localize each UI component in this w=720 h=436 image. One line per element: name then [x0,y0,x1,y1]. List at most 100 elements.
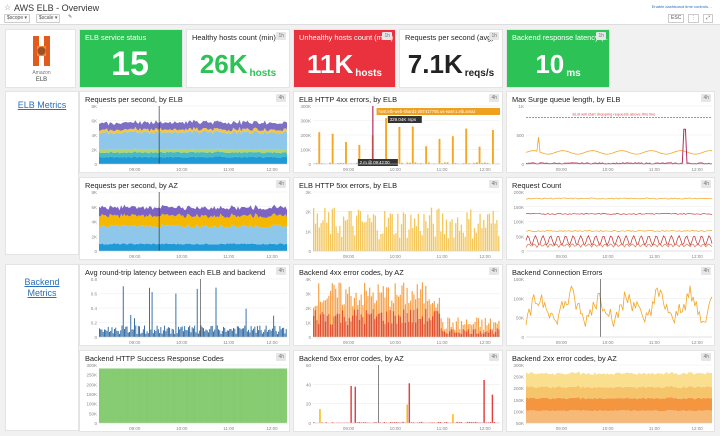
bar [345,321,347,337]
bar [261,333,263,337]
timeseries-widget[interactable]: ELB HTTP 4xx errors, by ELB 4h 400K 300K 200… [293,91,503,173]
time-controls-link[interactable]: Enable dashboard time controls… [651,4,712,9]
bar [175,293,177,337]
bar [220,368,221,423]
bar [367,214,369,251]
y-tick-label: 2K [305,210,311,215]
x-tick-label: 10:00 [176,167,188,172]
value-number: 10 [535,49,565,79]
bar [174,334,176,337]
bar [230,368,232,423]
bar [204,368,206,423]
bar [259,325,261,337]
timeseries-widget[interactable]: Backend Connection Errors 4h 150K 100K 50K 0 0… [506,264,715,346]
bar [410,422,413,423]
bar [228,368,230,423]
scale-selector[interactable]: $scale ▾ [36,14,61,23]
bar [241,328,243,337]
y-tick-label: 8K [91,190,97,195]
query-value-tile[interactable]: Backend response latency (… 1h 10 ms [506,29,610,88]
scope-selector[interactable]: $scope ▾ [4,14,31,23]
bar [443,331,446,337]
bar [442,331,444,337]
timeseries-widget[interactable]: ELB HTTP 5xx errors, by ELB 4h 3K 2K 1K 0 09:0… [293,177,503,260]
x-tick-label: 11:00 [649,426,660,431]
timeseries-widget[interactable]: Max Surge queue length, by ELB 4h 1K 500 0 09… [506,91,715,173]
bar [418,422,421,423]
timeframe-badge: 4h [701,180,711,188]
bar [471,325,473,337]
bar [337,163,339,164]
bar [142,368,144,423]
timeseries-widget[interactable]: Requests per second, by AZ 4h 8K 6K 4K 2K 0 09:… [79,177,290,260]
bar [117,368,119,423]
bar [335,288,337,337]
bar [442,213,444,251]
bar [114,368,116,423]
bar [275,368,277,423]
bar [198,333,199,337]
x-tick-label: 12:00 [691,254,703,259]
fullscreen-icon[interactable]: ⤢ [703,14,714,23]
bar [205,368,207,423]
stack-band [99,243,287,251]
bar [315,162,318,164]
menu-icon[interactable]: ⋮ [688,14,699,23]
timeseries-widget[interactable]: Request Count 4h 200K 150K 100K 50K 0 09:00 10:0… [506,177,715,260]
x-tick-label: 12:00 [266,426,278,431]
backend-metrics-link-2[interactable]: Metrics [27,288,57,298]
bar [212,368,214,423]
bar [336,313,338,337]
bar [455,321,457,337]
bar [449,318,451,337]
bar [276,368,278,423]
bar [425,221,427,251]
y-tick-label: 150K [86,392,97,397]
timezone-button[interactable]: ESC [668,14,685,23]
timeseries-widget[interactable]: Avg round-trip latency between each ELB … [79,264,290,346]
bar [475,162,478,164]
bar [106,330,108,337]
star-icon[interactable]: ☆ [4,3,12,12]
bar [99,368,100,423]
bar [116,368,118,423]
query-value-tile[interactable]: Unhealthy hosts count (max) 1h 11K hosts [293,29,396,88]
bar [194,368,195,423]
bar [120,368,121,423]
bar [347,325,349,337]
bar [234,368,235,423]
bar [325,422,327,423]
series-group [313,207,500,251]
timeseries-widget[interactable]: Backend 2xx error codes, by AZ 4h 300K 250K… [506,350,715,432]
edit-icon[interactable]: ✎ [68,14,73,20]
bar [237,368,239,423]
bar [314,223,317,251]
bar [406,404,408,423]
bar [460,334,463,337]
widget-title: Backend 5xx error codes, by AZ [299,354,404,363]
bar [483,219,485,251]
backend-metrics-link-1[interactable]: Backend [24,277,60,287]
bar [131,368,133,423]
bar [489,329,491,337]
timeseries-widget[interactable]: Backend 4xx error codes, by AZ 4h 4K 3K 2K 1K… [293,264,503,346]
elb-metrics-link[interactable]: ELB Metrics [17,100,67,110]
bar [107,326,109,337]
bar [116,330,118,337]
y-tick-label: 50K [516,421,524,426]
bar [487,422,489,423]
bar [254,326,256,337]
bar [396,422,398,423]
bar [481,228,483,251]
timeseries-widget[interactable]: Requests per second, by ELB 4h 8K 6K 4K 2K 0 09… [79,91,290,173]
bar [119,333,120,337]
bar [404,213,406,251]
bar [274,325,276,337]
bar [438,208,440,251]
bar [462,232,464,251]
query-value-tile[interactable]: ELB service status 15 [79,29,183,88]
timeseries-widget[interactable]: Backend 5xx error codes, by AZ 4h 60 40 20 0 0… [293,350,503,432]
query-value-tile[interactable]: Requests per second (avg) 1h 7.1K reqs/s [399,29,503,88]
query-value-tile[interactable]: Healthy hosts count (min) 1h 26K hosts [186,29,290,88]
timeseries-widget[interactable]: Backend HTTP Success Response Codes 4h 300… [79,350,290,432]
